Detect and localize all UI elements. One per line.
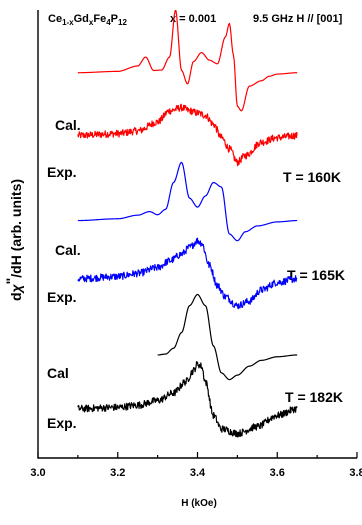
x-axis-ticks: 3.0 3.2 3.4 3.6 3.8	[30, 452, 362, 479]
x-axis-label: H (kOe)	[181, 498, 217, 509]
chart-header: Ce1-xGdxFe4P12 x = 0.001 9.5 GHz H // [0…	[48, 13, 343, 27]
y-axis-label: dχ"/dH (arb. units)	[3, 179, 24, 301]
series-line-3	[77, 237, 298, 310]
series-label-exp-182k: Exp.	[47, 415, 77, 431]
series-line-5	[77, 361, 298, 438]
series-line-4	[157, 293, 298, 381]
temperature-label-160k: T = 160K	[283, 169, 341, 185]
series-line-2	[77, 161, 298, 242]
temperature-label-182k: T = 182K	[285, 389, 343, 405]
series-line-0	[77, 10, 298, 112]
series-line-1	[77, 103, 298, 167]
chart-header-formula: Ce1-xGdxFe4P12	[48, 13, 127, 27]
series-label-exp-160k: Exp.	[47, 164, 77, 180]
series-label-cal-182k: Cal	[47, 365, 69, 381]
x-tick-label: 3.6	[270, 467, 285, 479]
x-tick-label: 3.4	[190, 467, 206, 479]
plot-traces	[77, 10, 298, 438]
x-tick-label: 3.8	[349, 467, 362, 479]
series-label-cal-160k: Cal.	[55, 117, 81, 133]
series-label-cal-165k: Cal.	[55, 242, 81, 258]
x-tick-label: 3.2	[110, 467, 125, 479]
temperature-label-165k: T = 165K	[287, 267, 345, 283]
chart-header-concentration: x = 0.001	[170, 13, 216, 25]
chart-header-condition: 9.5 GHz H // [001]	[253, 13, 343, 25]
series-label-exp-165k: Exp.	[47, 289, 77, 305]
x-tick-label: 3.0	[30, 467, 45, 479]
